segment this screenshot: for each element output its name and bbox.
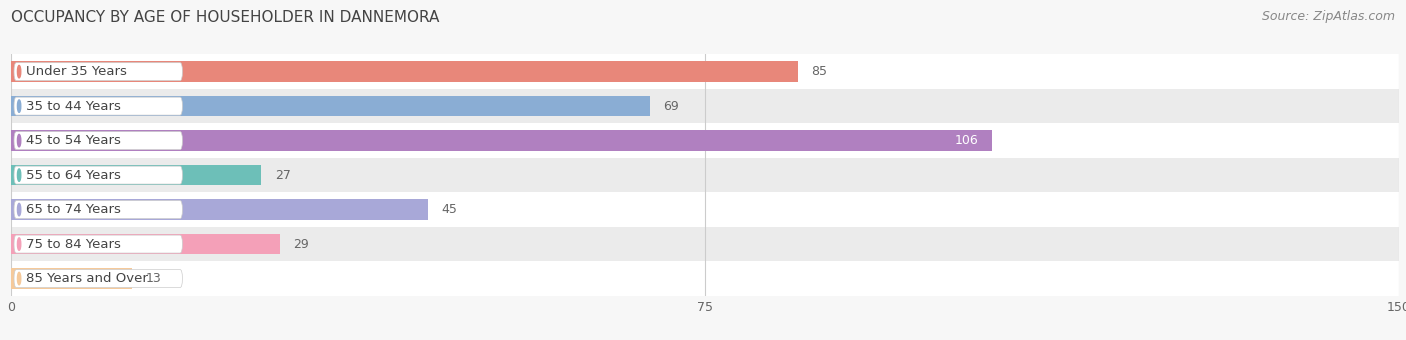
Circle shape: [17, 272, 21, 285]
Circle shape: [17, 203, 21, 216]
Text: Source: ZipAtlas.com: Source: ZipAtlas.com: [1261, 10, 1395, 23]
Bar: [11, 268, 132, 289]
Bar: [11, 261, 1399, 296]
Circle shape: [17, 100, 21, 112]
Text: 45: 45: [441, 203, 457, 216]
Bar: [11, 158, 1399, 192]
Bar: [11, 234, 280, 254]
Bar: [11, 54, 1399, 89]
Circle shape: [17, 65, 21, 78]
Text: 55 to 64 Years: 55 to 64 Years: [27, 169, 121, 182]
Bar: [11, 61, 797, 82]
Circle shape: [17, 169, 21, 181]
FancyBboxPatch shape: [14, 270, 183, 288]
Bar: [11, 165, 262, 185]
Text: 69: 69: [664, 100, 679, 113]
Text: Under 35 Years: Under 35 Years: [27, 65, 127, 78]
FancyBboxPatch shape: [14, 235, 183, 253]
Bar: [11, 192, 1399, 227]
FancyBboxPatch shape: [14, 132, 183, 150]
Bar: [11, 89, 1399, 123]
Text: OCCUPANCY BY AGE OF HOUSEHOLDER IN DANNEMORA: OCCUPANCY BY AGE OF HOUSEHOLDER IN DANNE…: [11, 10, 440, 25]
Bar: [11, 123, 1399, 158]
Text: 45 to 54 Years: 45 to 54 Years: [27, 134, 121, 147]
Circle shape: [17, 134, 21, 147]
Bar: [11, 96, 650, 117]
Circle shape: [17, 238, 21, 250]
Text: 106: 106: [955, 134, 979, 147]
Text: 27: 27: [276, 169, 291, 182]
Bar: [11, 227, 1399, 261]
FancyBboxPatch shape: [14, 97, 183, 115]
Bar: [11, 199, 427, 220]
Text: 85 Years and Over: 85 Years and Over: [27, 272, 148, 285]
FancyBboxPatch shape: [14, 166, 183, 184]
Text: 65 to 74 Years: 65 to 74 Years: [27, 203, 121, 216]
Text: 85: 85: [811, 65, 828, 78]
FancyBboxPatch shape: [14, 63, 183, 81]
Text: 35 to 44 Years: 35 to 44 Years: [27, 100, 121, 113]
Bar: [11, 130, 991, 151]
FancyBboxPatch shape: [14, 201, 183, 219]
Text: 29: 29: [294, 238, 309, 251]
Text: 75 to 84 Years: 75 to 84 Years: [27, 238, 121, 251]
Text: 13: 13: [145, 272, 162, 285]
